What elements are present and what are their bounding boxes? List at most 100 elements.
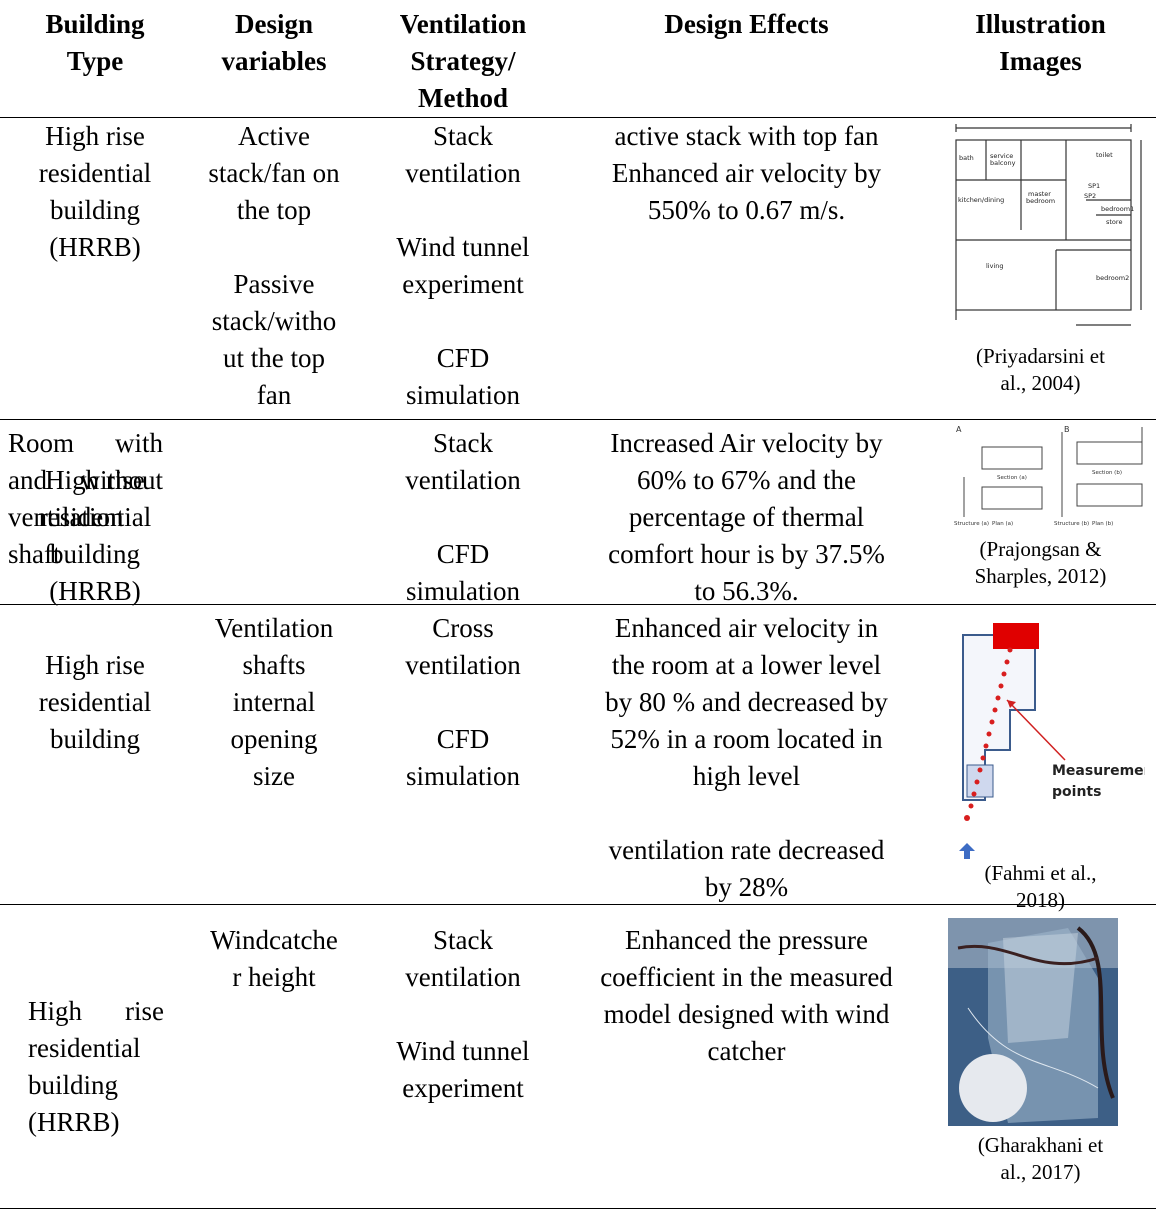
paragraph: Stack ventilation [358,118,568,192]
cell-text: residential [38,502,152,532]
caption-text: (Gharakhani et [977,1133,1104,1157]
image-label: bedroom1 [1101,205,1134,213]
cell-text: building [49,539,140,569]
header-text: Illustration [975,9,1106,39]
cell-text: High rise [28,996,164,1026]
cell-text: CFD [436,539,490,569]
cell-text: ut the top [223,343,325,373]
paragraph: Wind tunnel experiment [358,1033,568,1107]
caption-text: al., 2017) [1000,1160,1081,1184]
image-label: bedroom2 [1096,274,1129,282]
cell-text: r height [232,962,316,992]
table-cell: High rise residential building (HRRB) [0,462,190,610]
paragraph: Windcatche r height [190,922,358,996]
image-label: SP2 [1084,192,1096,200]
cell-text: High rise [45,650,145,680]
cell-text: simulation [406,576,520,606]
cell-text: ventilation rate decreased [608,835,885,865]
cell-text: ventilation [405,962,521,992]
paragraph: CFD simulation [358,536,568,610]
paragraph: Stack ventilation [358,425,568,499]
cell-text: coefficient in the measured [600,962,893,992]
paragraph: Wind tunnel experiment [358,229,568,303]
cell-text: residential [38,158,152,188]
image-label: B [1064,425,1070,434]
cell-text: Ventilation [214,613,334,643]
cell-text: high level [692,761,801,791]
image-label: store [1106,218,1122,226]
image-label: points [1052,784,1101,800]
paragraph: Enhanced air velocity in the room at a lo… [568,610,925,795]
cell-text: (HRRB) [49,576,141,606]
cell-text: experiment [402,1073,524,1103]
image-label: Plan (a) [992,521,1013,527]
header-text: Images [999,46,1082,76]
cell-text: Stack [433,121,493,151]
header-text: Strategy/ [410,46,516,76]
paragraph: Stack ventilation [358,922,568,996]
cell-text: active stack with top fan [614,121,879,151]
cell-text: simulation [406,761,520,791]
image-label: service [990,152,1013,160]
cell-text: simulation [406,380,520,410]
image-label: Plan (b) [1092,521,1113,527]
paragraph: active stack with top fan Enhanced air ve… [568,118,925,229]
cell-text: ventilation [8,502,124,532]
caption-text: Sharples, 2012) [974,564,1107,588]
table-cell: Stack ventilation Wind tunnel experiment [358,922,568,1107]
cell-text: 60% to 67% and the [637,465,856,495]
paragraph: CFD simulation [358,340,568,414]
image-label: Measurement [1052,763,1145,779]
cell-text: shafts [242,650,306,680]
table-cell: High rise residential building (HRRB) [0,118,190,266]
cell-text: 550% to 0.67 m/s. [647,195,846,225]
paragraph: Cross ventilation [358,610,568,684]
paragraph: Room with and without ventilation shaft [8,425,163,573]
cell-text: building [49,724,140,754]
cell-text: by 80 % and decreased by [605,687,888,717]
table-cell: Increased Air velocity by 60% to 67% and … [568,425,925,610]
cell-text: the top [236,195,312,225]
header-text: variables [221,46,327,76]
caption-text: (Priyadarsini et [976,344,1105,368]
table-cell: active stack with top fan Enhanced air ve… [568,118,925,229]
paragraph: High rise residential building (HRRB) [0,118,190,266]
table-cell: Stack ventilation CFD simulation [358,425,568,610]
cell-text: Enhanced the pressure [625,925,868,955]
cell-text: stack/witho [211,306,337,336]
image-caption: (Fahmi et al., 2018) [925,860,1156,914]
cell-text: ventilation [405,465,521,495]
cell-text: and without [8,465,163,495]
cell-text: to 56.3%. [694,576,799,606]
paragraph: Enhanced the pressure coefficient in the … [568,922,925,1070]
header-cell: Building Type [0,6,190,80]
cell-text: residential [38,687,152,717]
header-text: Design [234,9,313,39]
cell-text: residential [28,1033,141,1063]
table-cell: Cross ventilation CFD simulation [358,610,568,795]
image-label: SP1 [1088,182,1100,190]
paragraph: Passive stack/witho ut the top fan [190,266,358,414]
cell-text: Stack [433,428,493,458]
cell-text: building [49,195,140,225]
cell-text: (HRRB) [28,1107,120,1137]
cell-text: percentage of thermal [628,502,865,532]
paragraph: ventilation rate decreased by 28% [568,832,925,906]
cell-text: Cross [432,613,494,643]
image-label: A [956,425,962,434]
image-caption: (Prajongsan & Sharples, 2012) [925,536,1156,590]
table-cell: Ventilation shafts internal opening size [190,610,358,795]
image-label: balcony [990,159,1016,167]
cell-text: Enhanced air velocity by [611,158,882,188]
windcatcher-photo [948,918,1118,1126]
header-text: Method [418,83,508,113]
table-cell: Enhanced the pressure coefficient in the … [568,922,925,1070]
table-cell: Stack ventilation Wind tunnel experiment CFD… [358,118,568,414]
paragraph: High rise residential building [0,647,190,758]
row-rule [0,419,1156,420]
paragraph: High rise residential building (HRRB) [28,993,164,1141]
header-cell: Ventilation Strategy/Method [358,6,568,117]
cell-text: catcher [707,1036,786,1066]
image-caption: (Gharakhani et al., 2017) [925,1132,1156,1186]
